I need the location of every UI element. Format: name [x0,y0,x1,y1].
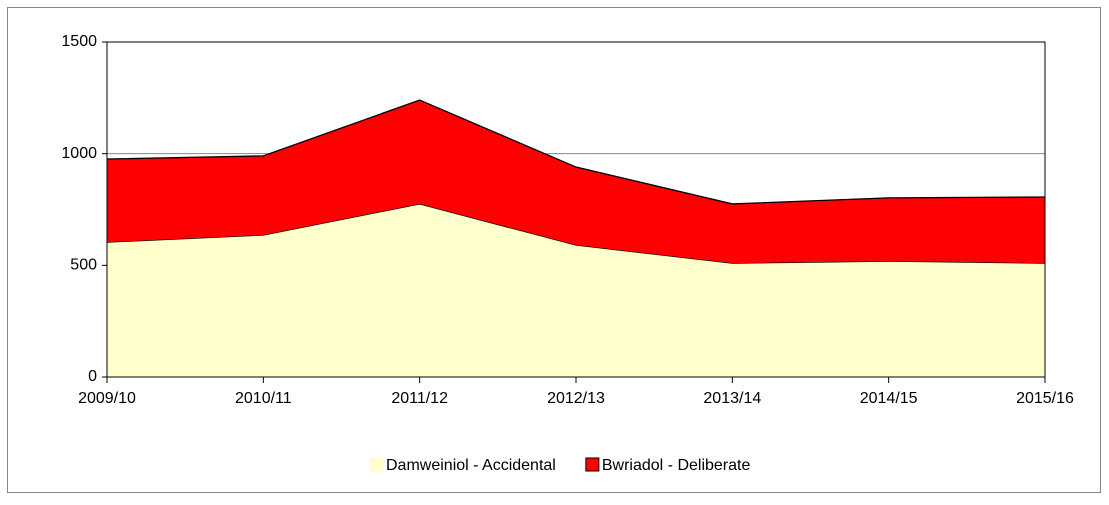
legend-label: Damweiniol - Accidental [386,457,556,474]
x-tick-label: 2011/12 [391,390,448,407]
x-tick-label: 2009/10 [78,390,136,407]
area-edge [106,99,1046,205]
area [107,100,1045,264]
y-tick-label: 1000 [61,145,97,162]
y-tick-label: 1500 [61,33,97,50]
y-tick-label: 0 [88,368,97,385]
x-tick-label: 2014/15 [860,390,918,407]
area [107,203,1045,377]
x-tick-label: 2015/16 [1016,390,1074,407]
x-tick-label: 2013/14 [703,390,761,407]
y-tick-label: 500 [70,257,97,274]
x-tick-label: 2010/11 [235,390,292,407]
legend-label: Bwriadol - Deliberate [602,457,751,474]
legend-swatch [585,457,600,472]
x-tick-label: 2012/13 [547,390,605,407]
legend-swatch [370,458,383,471]
